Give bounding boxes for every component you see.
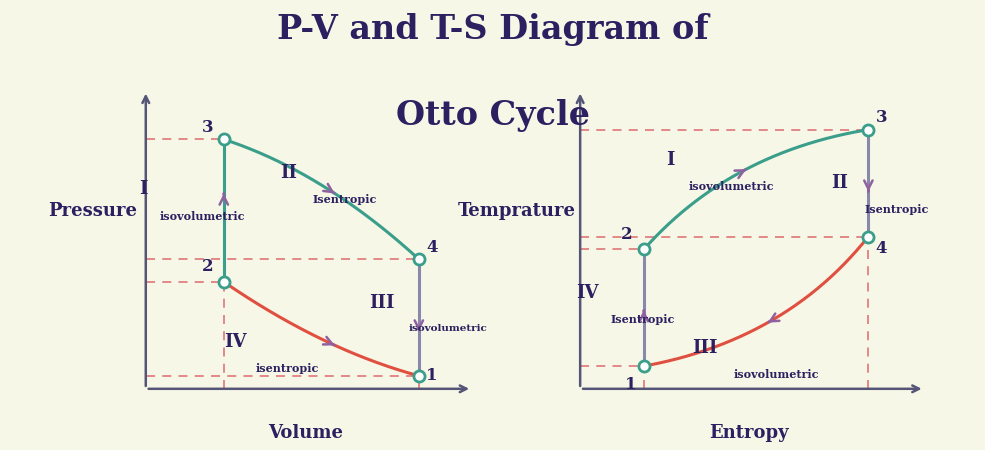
- Text: I: I: [139, 180, 147, 198]
- Text: I: I: [666, 151, 675, 169]
- Text: isovolumetric: isovolumetric: [408, 324, 487, 333]
- Text: isentropic: isentropic: [256, 363, 319, 374]
- Text: Isentropic: Isentropic: [610, 314, 675, 325]
- Text: Pressure: Pressure: [48, 202, 137, 220]
- Text: 1: 1: [426, 367, 437, 384]
- Text: Otto Cycle: Otto Cycle: [396, 99, 589, 132]
- Text: IV: IV: [224, 333, 246, 351]
- Text: 1: 1: [624, 376, 636, 393]
- Text: Temprature: Temprature: [458, 202, 575, 220]
- Text: Volume: Volume: [268, 424, 343, 442]
- Text: 3: 3: [876, 109, 887, 126]
- Text: Isentropic: Isentropic: [312, 194, 377, 205]
- Text: Entropy: Entropy: [709, 424, 788, 442]
- Text: 4: 4: [876, 240, 887, 257]
- Text: Isentropic: Isentropic: [865, 204, 929, 215]
- Text: P-V and T-S Diagram of: P-V and T-S Diagram of: [277, 14, 708, 46]
- Text: isovolumetric: isovolumetric: [689, 181, 774, 193]
- Text: III: III: [692, 339, 718, 357]
- Text: 2: 2: [202, 258, 213, 275]
- Text: 4: 4: [426, 239, 437, 256]
- Text: isovolumetric: isovolumetric: [160, 211, 245, 221]
- Text: isovolumetric: isovolumetric: [734, 369, 820, 380]
- Text: 2: 2: [621, 226, 632, 243]
- Text: IV: IV: [576, 284, 599, 302]
- Text: II: II: [281, 164, 297, 182]
- Text: II: II: [831, 174, 848, 192]
- Text: 3: 3: [202, 119, 213, 136]
- Text: III: III: [369, 294, 395, 312]
